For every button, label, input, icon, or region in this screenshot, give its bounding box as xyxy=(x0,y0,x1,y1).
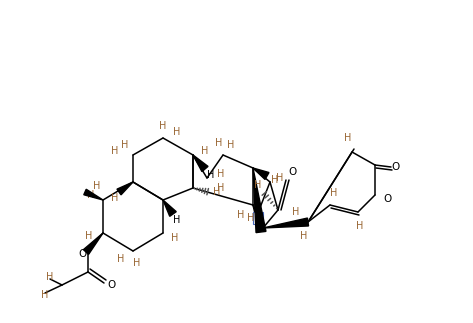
Text: O: O xyxy=(288,167,296,177)
Text: H: H xyxy=(173,127,181,137)
Polygon shape xyxy=(253,168,269,180)
Text: H: H xyxy=(213,187,221,197)
Text: H: H xyxy=(344,133,352,143)
Text: H: H xyxy=(46,272,54,282)
Text: H: H xyxy=(133,258,140,268)
Text: O: O xyxy=(391,162,399,172)
Text: H: H xyxy=(215,138,223,148)
Text: H: H xyxy=(300,231,308,241)
Text: H: H xyxy=(111,193,119,203)
Text: H: H xyxy=(276,173,284,183)
Text: H: H xyxy=(111,146,119,156)
Text: H: H xyxy=(85,231,93,241)
Polygon shape xyxy=(84,189,103,200)
Text: H: H xyxy=(217,183,225,193)
Text: H: H xyxy=(171,233,179,243)
Text: H: H xyxy=(247,213,254,223)
Text: H: H xyxy=(201,146,209,156)
Text: H: H xyxy=(237,210,245,220)
Text: H: H xyxy=(330,188,338,198)
Text: H: H xyxy=(41,290,49,300)
Text: O: O xyxy=(254,214,262,223)
Text: H: H xyxy=(117,254,125,264)
Text: H: H xyxy=(88,190,95,200)
Text: H: H xyxy=(159,121,166,131)
Text: H: H xyxy=(228,140,235,150)
Text: H: H xyxy=(254,180,262,190)
Text: O: O xyxy=(78,249,86,259)
Text: H: H xyxy=(272,175,279,185)
Text: H: H xyxy=(292,207,300,217)
Text: H: H xyxy=(356,221,364,231)
Text: H: H xyxy=(217,169,225,179)
Polygon shape xyxy=(263,218,308,228)
Text: O: O xyxy=(107,280,115,290)
Polygon shape xyxy=(83,233,103,254)
Text: H: H xyxy=(173,215,181,225)
Text: O: O xyxy=(383,194,391,204)
Polygon shape xyxy=(253,168,266,233)
Text: H: H xyxy=(207,170,215,180)
Polygon shape xyxy=(163,200,176,216)
Polygon shape xyxy=(193,155,208,172)
Text: H: H xyxy=(93,181,101,191)
Text: H: H xyxy=(121,140,129,150)
Polygon shape xyxy=(117,182,133,195)
